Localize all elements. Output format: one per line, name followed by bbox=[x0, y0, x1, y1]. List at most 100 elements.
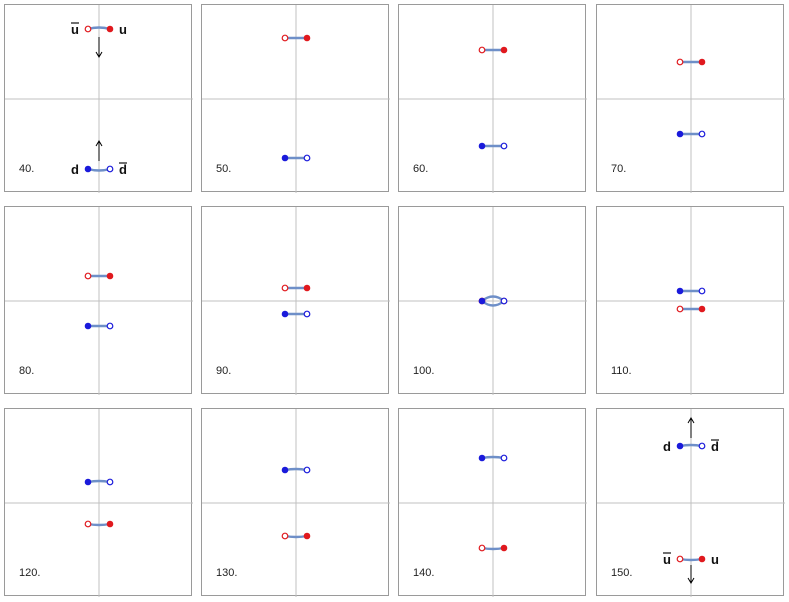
arrow-up-icon bbox=[95, 140, 103, 161]
quark-marker bbox=[500, 544, 508, 552]
arrow-head bbox=[95, 51, 103, 58]
quark-marker bbox=[676, 130, 684, 138]
frame-panel: 130. bbox=[201, 408, 390, 597]
u-ubar-pair bbox=[84, 272, 114, 280]
frame-panel: 120. bbox=[4, 408, 193, 597]
arrow-head bbox=[687, 417, 695, 424]
frame-number: 90. bbox=[216, 365, 232, 377]
d-dbar-pair bbox=[478, 297, 508, 307]
arrow-head bbox=[687, 577, 695, 584]
d-label-group: d bbox=[71, 162, 79, 177]
frame-number: 70. bbox=[611, 163, 627, 175]
u-bar-label-group: u bbox=[71, 22, 79, 37]
antiquark-marker bbox=[478, 544, 486, 552]
u-bar-label: u bbox=[71, 22, 79, 37]
frame-canvas: u u d d bbox=[5, 5, 193, 193]
d-bar-label-group: d bbox=[711, 439, 719, 454]
antiquark-marker bbox=[500, 142, 508, 150]
frame-number: 150. bbox=[611, 567, 633, 579]
quark-marker bbox=[84, 478, 92, 486]
quark-marker bbox=[500, 46, 508, 54]
quark-marker bbox=[84, 165, 92, 173]
frame-canvas bbox=[597, 207, 785, 395]
u-bar-label: u bbox=[663, 552, 671, 567]
d-dbar-pair bbox=[281, 310, 311, 318]
u-label: u bbox=[119, 22, 127, 37]
antiquark-marker bbox=[106, 165, 114, 173]
frame-panel: 110. bbox=[596, 206, 785, 395]
d-dbar-pair bbox=[281, 466, 311, 474]
frame-canvas bbox=[597, 5, 785, 193]
antiquark-marker bbox=[676, 555, 684, 563]
u-ubar-pair bbox=[478, 46, 508, 54]
quark-marker bbox=[281, 466, 289, 474]
antiquark-marker bbox=[676, 58, 684, 66]
frame-number: 100. bbox=[413, 365, 435, 377]
quark-marker bbox=[106, 272, 114, 280]
frame-number: 50. bbox=[216, 163, 232, 175]
d-bar-label: d bbox=[119, 162, 127, 177]
frame-panel: 70. bbox=[596, 4, 785, 193]
d-dbar-pair bbox=[84, 478, 114, 486]
quark-marker bbox=[698, 305, 706, 313]
u-label: u bbox=[711, 552, 719, 567]
antiquark-marker bbox=[281, 284, 289, 292]
quark-marker bbox=[676, 442, 684, 450]
u-ubar-pair bbox=[281, 532, 311, 540]
quark-marker bbox=[281, 154, 289, 162]
quark-marker bbox=[698, 58, 706, 66]
frame-canvas bbox=[202, 5, 390, 193]
frame-panel: u u d d 40. bbox=[4, 4, 193, 193]
quark-marker bbox=[106, 25, 114, 33]
arrow-head bbox=[95, 140, 103, 147]
antiquark-marker bbox=[698, 130, 706, 138]
u-bar-label-group: u bbox=[663, 552, 671, 567]
antiquark-marker bbox=[303, 154, 311, 162]
u-ubar-pair bbox=[676, 58, 706, 66]
d-label: d bbox=[663, 439, 671, 454]
frame-panel: 60. bbox=[398, 4, 587, 193]
u-ubar-pair bbox=[676, 555, 706, 563]
d-dbar-pair bbox=[478, 142, 508, 150]
d-dbar-pair bbox=[84, 165, 114, 173]
arrow-down-icon bbox=[687, 565, 695, 584]
antiquark-marker bbox=[303, 466, 311, 474]
frame-number: 110. bbox=[611, 365, 632, 377]
quark-marker bbox=[698, 555, 706, 563]
antiquark-marker bbox=[84, 25, 92, 33]
antiquark-marker bbox=[500, 454, 508, 462]
frame-number: 40. bbox=[19, 163, 35, 175]
quark-marker bbox=[303, 532, 311, 540]
d-label: d bbox=[71, 162, 79, 177]
d-bar-label: d bbox=[711, 439, 719, 454]
antiquark-marker bbox=[281, 34, 289, 42]
u-ubar-pair bbox=[281, 284, 311, 292]
antiquark-marker bbox=[303, 310, 311, 318]
antiquark-marker bbox=[698, 442, 706, 450]
u-label-group: u bbox=[711, 552, 719, 567]
quark-marker bbox=[478, 297, 486, 305]
frame-panel: 140. bbox=[398, 408, 587, 597]
antiquark-marker bbox=[478, 46, 486, 54]
arrow-up-icon bbox=[687, 417, 695, 438]
quark-marker bbox=[106, 520, 114, 528]
frame-panel: u u d d 150. bbox=[596, 408, 785, 597]
frame-canvas bbox=[399, 207, 587, 395]
antiquark-marker bbox=[676, 305, 684, 313]
frame-number: 130. bbox=[216, 567, 238, 579]
d-dbar-pair bbox=[676, 130, 706, 138]
frame-number: 140. bbox=[413, 567, 435, 579]
antiquark-marker bbox=[84, 272, 92, 280]
antiquark-marker bbox=[84, 520, 92, 528]
frame-number: 120. bbox=[19, 567, 41, 579]
quark-marker bbox=[84, 322, 92, 330]
d-bar-label-group: d bbox=[119, 162, 127, 177]
d-label-group: d bbox=[663, 439, 671, 454]
antiquark-marker bbox=[698, 287, 706, 295]
antiquark-marker bbox=[281, 532, 289, 540]
frame-number: 80. bbox=[19, 365, 35, 377]
quark-marker bbox=[478, 454, 486, 462]
frame-number: 60. bbox=[413, 163, 429, 175]
u-ubar-pair bbox=[478, 544, 508, 552]
